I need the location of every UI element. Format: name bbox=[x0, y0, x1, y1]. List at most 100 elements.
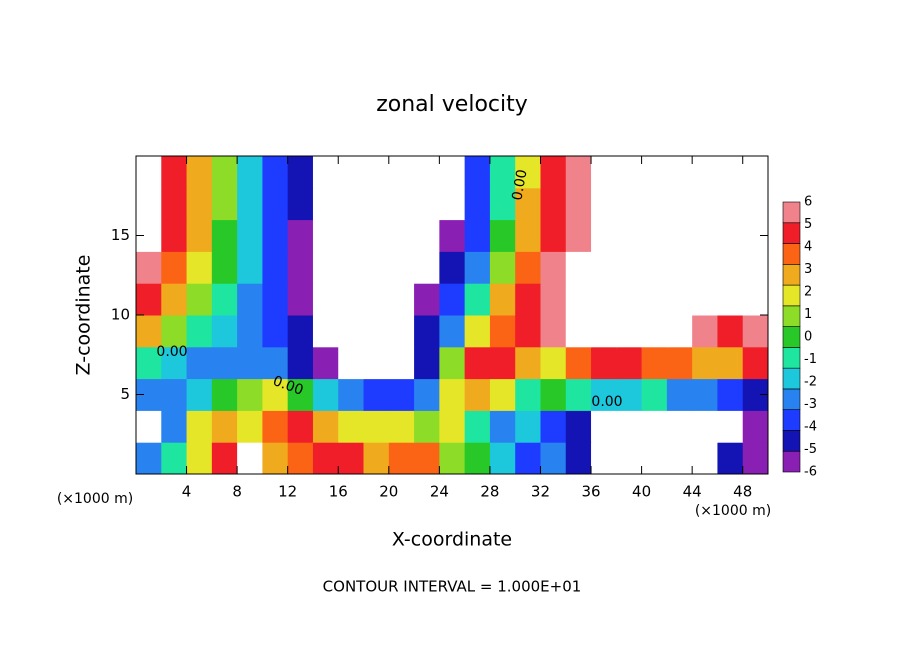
cell bbox=[161, 378, 188, 411]
cell bbox=[338, 346, 365, 380]
cell bbox=[388, 378, 415, 411]
cell bbox=[312, 346, 339, 380]
cell bbox=[237, 187, 263, 221]
x-unit-label: (×1000 m) bbox=[695, 503, 771, 519]
cell bbox=[186, 410, 213, 443]
colorbar-label: -2 bbox=[804, 375, 817, 390]
cell bbox=[363, 442, 390, 475]
cell bbox=[414, 442, 440, 475]
x-tick-label: 40 bbox=[632, 483, 651, 501]
cell bbox=[641, 251, 668, 284]
colorbar-swatch bbox=[782, 284, 801, 307]
y-tick-label: 10 bbox=[111, 306, 130, 324]
cell bbox=[186, 442, 213, 475]
contour-label-group: 0.00 bbox=[156, 344, 187, 360]
cell bbox=[237, 251, 263, 284]
cell bbox=[742, 410, 769, 443]
cell bbox=[211, 410, 238, 443]
cell bbox=[439, 187, 466, 221]
x-axis-label: X-coordinate bbox=[392, 529, 512, 551]
cell bbox=[489, 410, 516, 443]
cell bbox=[287, 156, 314, 189]
y-tick-label: 15 bbox=[111, 226, 130, 244]
cell bbox=[540, 315, 567, 348]
cell bbox=[666, 187, 693, 221]
cell bbox=[742, 283, 769, 316]
cell bbox=[666, 156, 693, 189]
cell bbox=[136, 410, 162, 443]
cell bbox=[591, 219, 617, 252]
cell bbox=[287, 378, 314, 411]
cell bbox=[186, 378, 213, 411]
x-tick-label: 16 bbox=[329, 483, 348, 501]
cell bbox=[591, 378, 617, 411]
field bbox=[136, 156, 769, 475]
cell bbox=[211, 378, 238, 411]
cell bbox=[692, 315, 718, 348]
cell bbox=[641, 283, 668, 316]
cell bbox=[489, 315, 516, 348]
cell bbox=[692, 442, 718, 475]
cell bbox=[565, 442, 592, 475]
cell bbox=[262, 315, 289, 348]
cell bbox=[515, 315, 541, 348]
cell bbox=[666, 251, 693, 284]
colorbar-swatch bbox=[782, 367, 801, 390]
cell bbox=[186, 346, 213, 380]
cell bbox=[489, 283, 516, 316]
cell bbox=[540, 346, 567, 380]
cell bbox=[742, 156, 769, 189]
cell bbox=[464, 346, 491, 380]
cell bbox=[616, 156, 643, 189]
cell bbox=[262, 251, 289, 284]
colorbar-label: 0 bbox=[804, 330, 812, 345]
cell bbox=[312, 442, 339, 475]
cell bbox=[363, 315, 390, 348]
cell bbox=[161, 251, 188, 284]
cell bbox=[540, 219, 567, 252]
cell bbox=[211, 346, 238, 380]
cell bbox=[515, 251, 541, 284]
cell bbox=[540, 378, 567, 411]
cell bbox=[666, 283, 693, 316]
x-tick-label: 48 bbox=[733, 483, 752, 501]
cell bbox=[262, 378, 289, 411]
cell bbox=[287, 187, 314, 221]
colorbar-label: -5 bbox=[804, 442, 817, 457]
cell bbox=[237, 219, 263, 252]
cell bbox=[666, 315, 693, 348]
x-tick-label: 12 bbox=[278, 483, 297, 501]
cell bbox=[388, 410, 415, 443]
cell bbox=[237, 442, 263, 475]
cell bbox=[287, 442, 314, 475]
cell bbox=[186, 283, 213, 316]
contour-label: 0.00 bbox=[591, 394, 622, 410]
colorbar-swatch bbox=[782, 305, 801, 327]
cell bbox=[287, 251, 314, 284]
colorbar-label: 2 bbox=[804, 285, 812, 300]
cell bbox=[338, 219, 365, 252]
cell bbox=[211, 315, 238, 348]
cell bbox=[616, 442, 643, 475]
cell bbox=[414, 315, 440, 348]
cell bbox=[591, 187, 617, 221]
cell bbox=[742, 251, 769, 284]
colorbar-label: 1 bbox=[804, 307, 812, 322]
cell bbox=[312, 156, 339, 189]
cell bbox=[186, 219, 213, 252]
colorbar-swatch bbox=[782, 430, 801, 452]
cell bbox=[616, 219, 643, 252]
cell bbox=[565, 410, 592, 443]
cell bbox=[515, 283, 541, 316]
cell bbox=[692, 346, 718, 380]
cell bbox=[565, 346, 592, 380]
cell bbox=[211, 187, 238, 221]
cell bbox=[692, 187, 718, 221]
cell bbox=[287, 219, 314, 252]
cell bbox=[237, 315, 263, 348]
cell bbox=[717, 410, 744, 443]
colorbar-swatch bbox=[782, 201, 801, 224]
colorbar-swatch bbox=[782, 326, 801, 348]
cell bbox=[692, 156, 718, 189]
cell bbox=[641, 187, 668, 221]
